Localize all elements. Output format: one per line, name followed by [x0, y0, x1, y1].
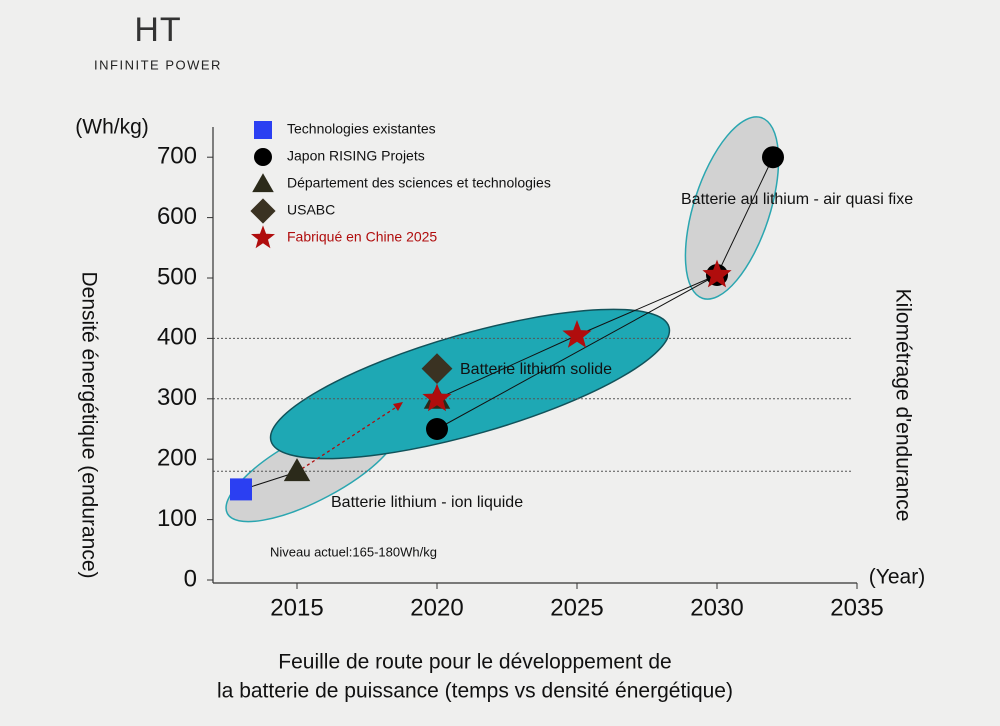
annotation: Batterie lithium solide	[460, 361, 612, 378]
logo-mark: HT	[134, 11, 181, 49]
arrow-head	[393, 402, 403, 411]
annotation: Batterie lithium - ion liquide	[331, 494, 523, 511]
legend-label: Japon RISING Projets	[287, 148, 425, 164]
annotation: Niveau actuel:165-180Wh/kg	[270, 544, 437, 559]
marker-diamond	[421, 353, 453, 384]
y-tick-label: 700	[157, 143, 197, 170]
marker-star	[251, 225, 275, 249]
marker-diamond	[250, 198, 276, 224]
x-tick-label: 2020	[410, 594, 463, 621]
y-axis-title: Densité énergétique (endurance)	[77, 271, 100, 578]
marker-star	[562, 320, 592, 348]
annotation: Batterie au lithium - air quasi fixe	[681, 191, 913, 208]
legend-label: Département des sciences et technologies	[287, 175, 551, 191]
y-tick-label: 100	[157, 505, 197, 532]
marker-star	[422, 383, 452, 412]
y-tick-label: 0	[184, 565, 197, 592]
y2-axis-title: Kilométrage d'endurance	[891, 289, 914, 522]
marker-triangle	[283, 458, 311, 482]
y-unit: (Wh/kg)	[75, 116, 149, 139]
marker-circle	[762, 146, 784, 169]
chart-title: la batterie de puissance (temps vs densi…	[217, 680, 733, 703]
marker-square	[230, 478, 252, 501]
y-tick-label: 300	[157, 384, 197, 411]
marker-triangle	[252, 173, 274, 193]
trend-arrow	[296, 405, 399, 473]
x-unit: (Year)	[869, 566, 925, 589]
x-tick-label: 2015	[270, 594, 323, 621]
y-tick-label: 400	[157, 324, 197, 351]
x-tick-label: 2030	[690, 594, 743, 621]
y-tick-label: 500	[157, 263, 197, 290]
marker-circle	[254, 148, 272, 166]
logo-tagline: INFINITE POWER	[94, 57, 222, 72]
legend-label: USABC	[287, 202, 335, 218]
marker-circle	[426, 418, 448, 440]
chart-title: Feuille de route pour le développement d…	[278, 651, 671, 674]
y-tick-label: 600	[157, 203, 197, 230]
y-tick-label: 200	[157, 445, 197, 472]
reference-lines	[213, 337, 852, 472]
legend-label: Technologies existantes	[287, 121, 436, 137]
region-air	[684, 116, 780, 300]
x-tick-label: 2035	[830, 594, 883, 621]
legend-label: Fabriqué en Chine 2025	[287, 229, 437, 245]
marker-square	[254, 121, 272, 139]
marker-star	[702, 259, 732, 288]
x-tick-label: 2025	[550, 594, 603, 621]
